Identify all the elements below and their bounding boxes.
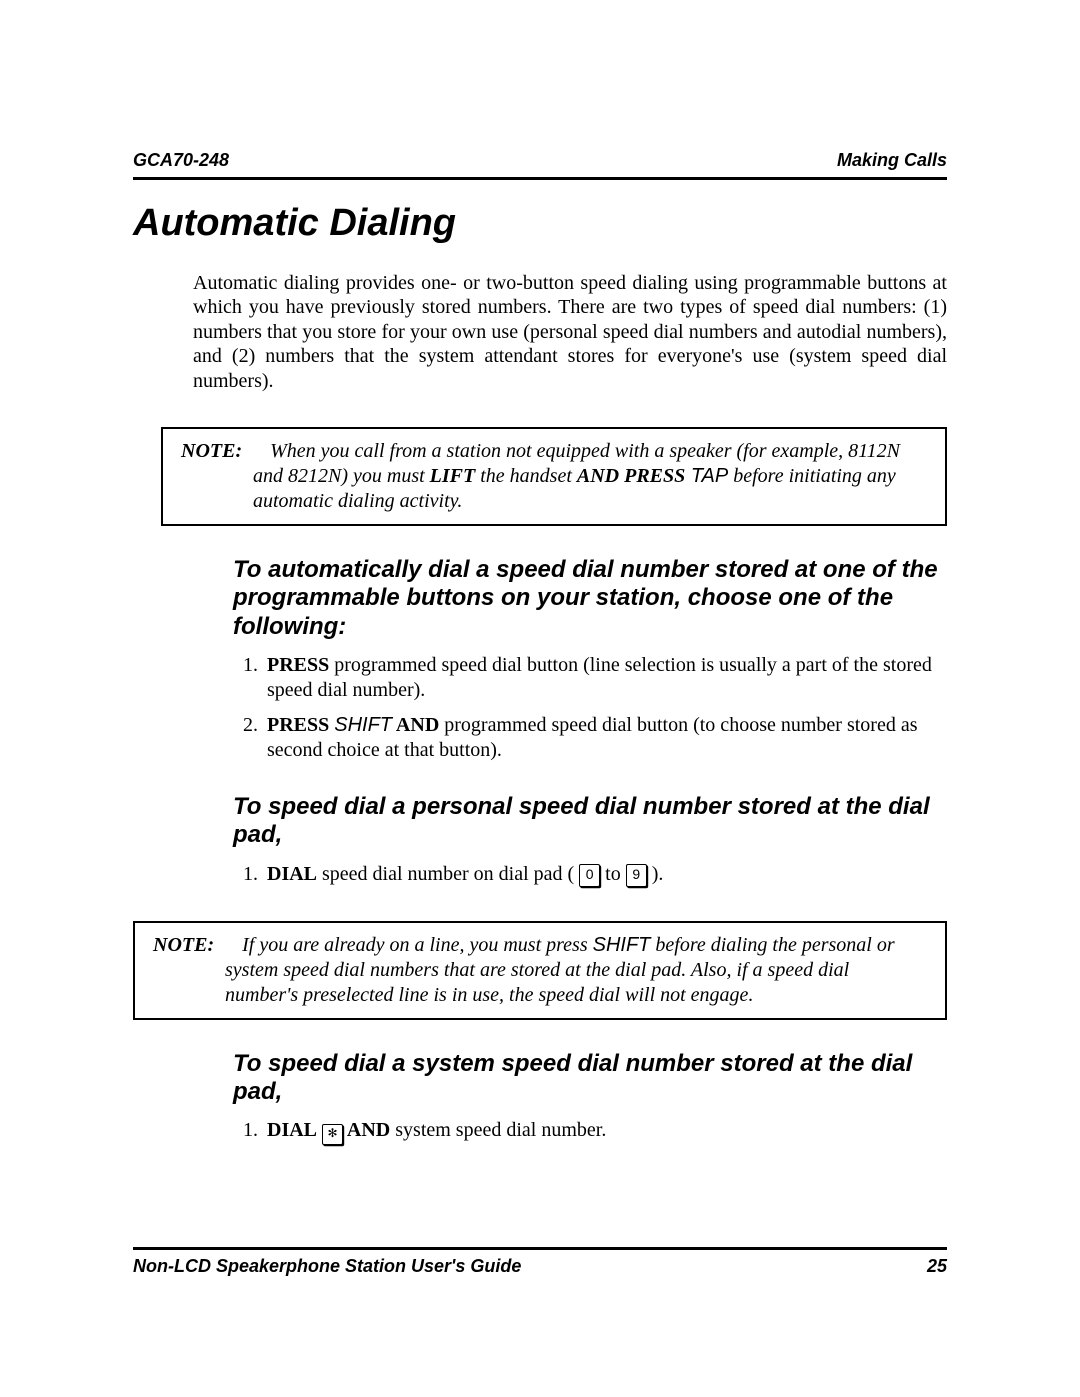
page: GCA70-248 Making Calls Automatic Dialing… (0, 0, 1080, 1397)
header-right: Making Calls (837, 150, 947, 171)
note-box-1: NOTE:When you call from a station not eq… (161, 427, 947, 526)
section3-step1: DIAL ✻ AND system speed dial number. (263, 1118, 947, 1145)
section3-steps: DIAL ✻ AND system speed dial number. (233, 1118, 947, 1145)
footer-row: Non-LCD Speakerphone Station User's Guid… (133, 1256, 947, 1277)
section1-step1: PRESS programmed speed dial button (line… (263, 653, 947, 703)
section2-steps: DIAL speed dial number on dial pad ( 0 t… (233, 862, 947, 887)
note-label: NOTE: (181, 440, 270, 462)
note2-shift: SHIFT (593, 934, 651, 956)
note1-tap: TAP (685, 465, 728, 487)
page-footer: Non-LCD Speakerphone Station User's Guid… (133, 1247, 947, 1277)
header-left: GCA70-248 (133, 150, 229, 171)
section1-heading: To automatically dial a speed dial numbe… (233, 556, 947, 641)
section2-heading: To speed dial a personal speed dial numb… (233, 793, 947, 850)
s3s1-dial: DIAL (267, 1119, 317, 1141)
note-1-text: NOTE:When you call from a station not eq… (181, 439, 927, 514)
s2s1-to: to (600, 863, 626, 885)
s3s1-and: AND (343, 1119, 390, 1141)
key-0-icon: 0 (579, 864, 600, 887)
s1s1-press: PRESS (267, 654, 329, 676)
s1s2-and: AND (392, 714, 439, 736)
s2s1-post: ). (647, 863, 664, 885)
note1-lift: LIFT (430, 465, 476, 487)
key-star-icon: ✻ (322, 1124, 343, 1145)
s2s1-dial: DIAL (267, 863, 317, 885)
s1s2-press: PRESS (267, 714, 334, 736)
section3-heading: To speed dial a system speed dial number… (233, 1050, 947, 1107)
note1-andpress: AND PRESS (577, 465, 685, 487)
section1-step2: PRESS SHIFT AND programmed speed dial bu… (263, 713, 947, 763)
footer-rule (133, 1247, 947, 1250)
note-2-text: NOTE:If you are already on a line, you m… (153, 933, 927, 1008)
section1-steps: PRESS programmed speed dial button (line… (233, 653, 947, 763)
intro-paragraph: Automatic dialing provides one- or two-b… (193, 271, 947, 393)
s1s1-text: programmed speed dial button (line selec… (267, 654, 932, 701)
s3s1-text: system speed dial number. (390, 1119, 606, 1141)
note-box-2: NOTE:If you are already on a line, you m… (133, 921, 947, 1020)
footer-left: Non-LCD Speakerphone Station User's Guid… (133, 1256, 521, 1277)
page-header: GCA70-248 Making Calls (133, 150, 947, 171)
header-rule (133, 177, 947, 180)
note1-mid: the handset (475, 465, 577, 487)
section2-step1: DIAL speed dial number on dial pad ( 0 t… (263, 862, 947, 887)
key-9-icon: 9 (626, 864, 647, 887)
note2-pre: If you are already on a line, you must p… (242, 934, 593, 956)
note2-label: NOTE: (153, 934, 242, 956)
s1s2-shift: SHIFT (334, 714, 392, 736)
footer-page-number: 25 (927, 1256, 947, 1277)
page-title: Automatic Dialing (133, 202, 947, 245)
s2s1-pre: speed dial number on dial pad ( (317, 863, 579, 885)
